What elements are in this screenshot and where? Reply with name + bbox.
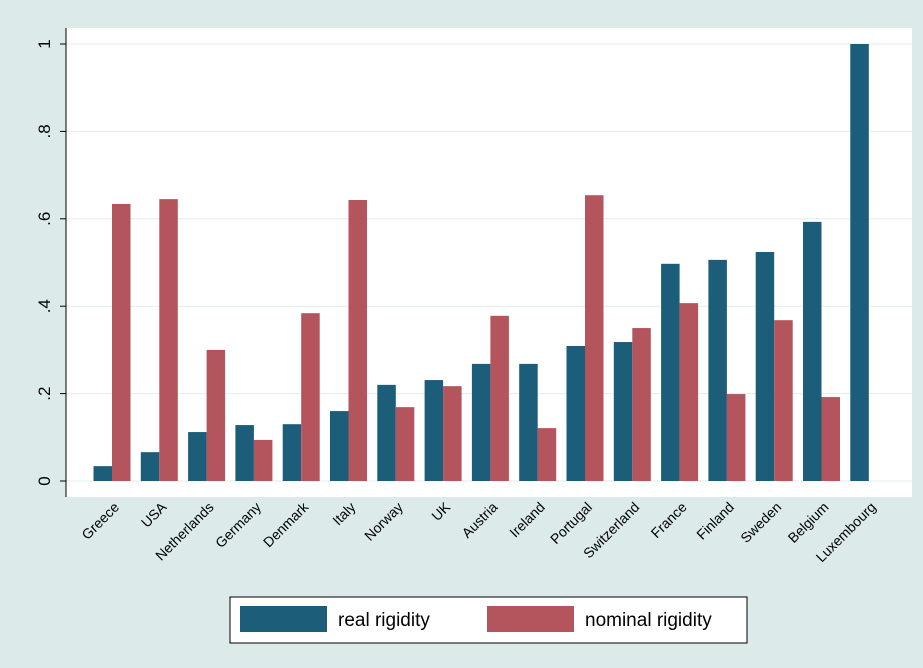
y-tick-label: .8 [35,124,54,138]
bar [395,407,415,481]
bar [140,452,160,481]
bar [112,203,131,481]
bar [282,424,302,481]
bar [661,263,680,481]
bar [301,313,320,481]
bar [537,428,557,481]
bar [708,259,727,481]
bar [93,466,112,481]
bar [519,363,538,481]
y-tick-label: 1 [35,39,54,48]
bar [490,315,509,481]
bar [253,439,273,481]
bar [679,303,699,481]
bar [726,394,746,481]
bar [632,328,651,481]
y-tick-label: .6 [35,212,54,226]
legend-swatch [487,606,574,632]
bar [774,320,793,481]
bar [755,252,775,481]
legend-label: nominal rigidity [585,610,712,631]
bar [377,384,396,481]
bar [206,349,226,481]
bar [821,397,840,481]
y-tick-label: .2 [35,387,54,401]
legend-swatch [240,606,327,632]
bar [443,386,462,481]
bar [613,342,633,481]
bar [159,199,178,481]
bar [424,380,444,481]
bar [566,345,585,481]
legend-label: real rigidity [338,610,430,631]
bar [330,411,349,481]
bar [348,200,367,481]
bar [235,425,254,481]
bar [803,221,822,481]
y-tick-label: .4 [35,299,54,313]
bar [471,363,491,481]
bar [850,44,869,481]
bar [585,195,604,481]
y-tick-label: 0 [35,476,54,485]
bar [188,432,207,481]
